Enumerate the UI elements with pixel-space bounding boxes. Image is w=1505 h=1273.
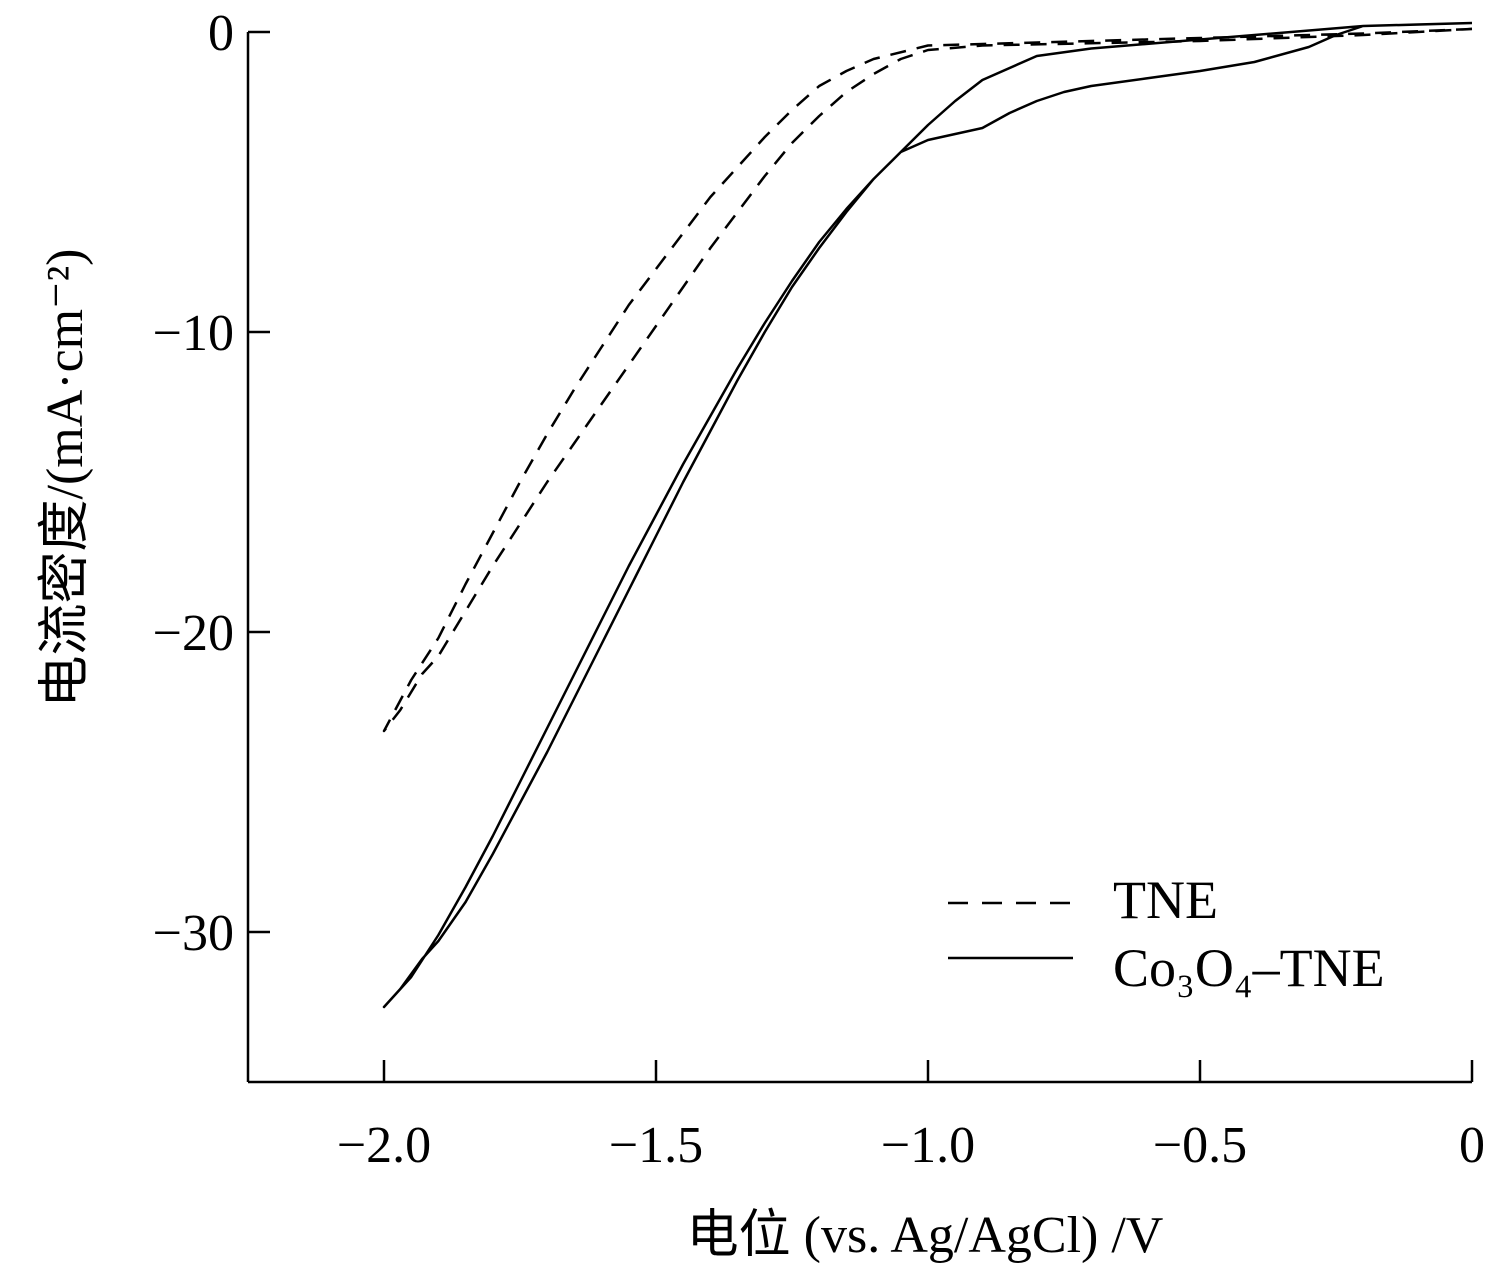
legend: TNE Co₃O₄–TNE <box>948 870 1385 998</box>
x-tick-label: −1.0 <box>881 1117 975 1174</box>
y-tick-label: 0 <box>208 5 234 62</box>
y-tick-label: −30 <box>153 905 234 962</box>
x-tick-label: 0 <box>1459 1117 1485 1174</box>
series-line-co3o4-tne <box>382 21 1473 1009</box>
legend-label-tne: TNE <box>1113 870 1218 930</box>
x-tick-label: −1.5 <box>609 1117 703 1174</box>
x-tick-label: −2.0 <box>337 1117 431 1174</box>
y-ticks: 0 −10 −20 −30 <box>153 5 270 962</box>
y-tick-label: −10 <box>153 305 234 362</box>
axes <box>246 32 1472 1084</box>
x-tick-label: −0.5 <box>1153 1117 1247 1174</box>
x-axis-title: 电位 (vs. Ag/AgCl) /V <box>687 1207 1164 1264</box>
x-ticks: −2.0 −1.5 −1.0 −0.5 0 <box>337 1060 1485 1174</box>
y-tick-label: −20 <box>153 605 234 662</box>
series-layer <box>382 21 1473 1009</box>
series-line-tne <box>382 27 1473 733</box>
y-axis-title: 电流密度/(mA·cm⁻²) <box>37 249 94 708</box>
legend-label-co3o4-tne: Co₃O₄–TNE <box>1113 938 1385 998</box>
